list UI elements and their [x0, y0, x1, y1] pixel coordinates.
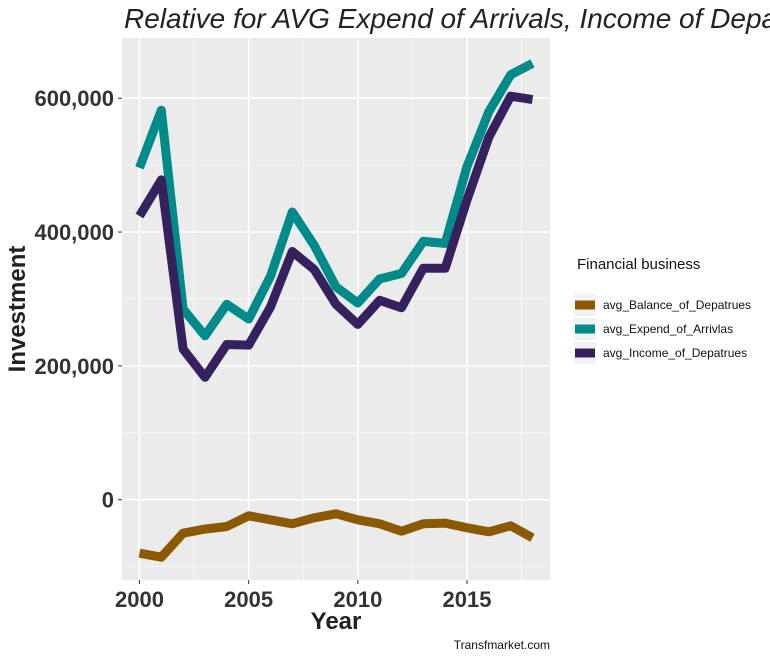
x-tick-label: 2010	[333, 587, 382, 612]
y-tick-label: 200,000	[34, 354, 114, 379]
x-tick-label: 2015	[443, 587, 492, 612]
legend: Financial business avg_Balance_of_Depatr…	[574, 256, 751, 364]
series-line-avg-income-of-depatrues	[135, 91, 534, 382]
grid-major	[122, 38, 550, 580]
legend-label: avg_Expend_of_Arrivlas	[603, 322, 733, 336]
y-tick-label: 600,000	[34, 86, 114, 111]
legend-label: avg_Income_of_Depatrues	[603, 346, 747, 360]
caption: Transfmarket.com	[454, 638, 550, 652]
legend-item: avg_Balance_of_Depatrues	[574, 294, 751, 316]
x-axis-ticks: 2000 2005 2010 2015	[115, 580, 492, 612]
y-tick-label: 400,000	[34, 220, 114, 245]
legend-label: avg_Balance_of_Depatrues	[603, 298, 751, 312]
x-tick-label: 2000	[115, 587, 164, 612]
chart-title: Relative for AVG Expend of Arrivals, Inc…	[124, 3, 770, 34]
series-line-avg-expend-of-arrivlas	[135, 59, 535, 341]
grid-minor	[122, 38, 550, 580]
y-tick-label: 0	[102, 488, 114, 513]
x-tick-label: 2005	[224, 587, 273, 612]
legend-title: Financial business	[577, 256, 700, 273]
series-line-avg-balance-of-depatrues	[138, 509, 535, 562]
y-axis-ticks: 0 200,000 400,000 600,000	[34, 86, 122, 513]
x-axis-title: Year	[311, 608, 362, 635]
series-lines	[135, 59, 535, 562]
legend-item: avg_Income_of_Depatrues	[574, 342, 747, 364]
legend-items: avg_Balance_of_Depatrues avg_Expend_of_Ar…	[574, 294, 751, 364]
y-axis-title: Investment	[4, 246, 31, 373]
legend-item: avg_Expend_of_Arrivlas	[574, 318, 733, 340]
